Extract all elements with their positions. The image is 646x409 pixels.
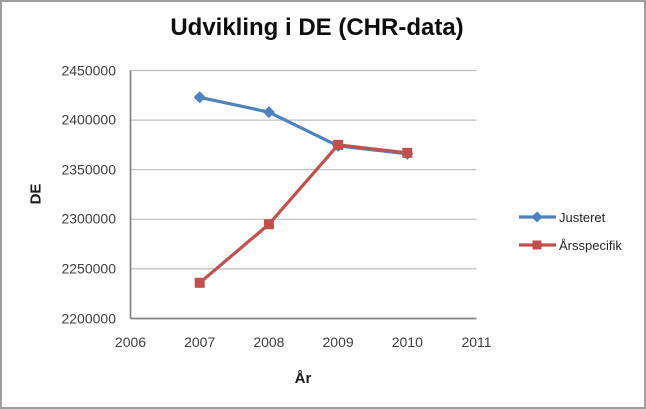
series-line-Årsspecifik: [198, 143, 409, 285]
legend-diamond-marker: [531, 211, 543, 223]
series-Årsspecifik: [194, 139, 413, 288]
x-tick-label: 2006: [114, 334, 147, 350]
legend-line-square-icon: [519, 240, 556, 250]
y-tick-label: 2400000: [61, 111, 116, 128]
y-tick-label: 2350000: [61, 161, 116, 178]
legend: Justeret Årsspecifik: [518, 206, 622, 262]
y-tick-label: 2250000: [61, 260, 116, 277]
x-tick-label: 2008: [253, 334, 285, 350]
y-tick-label: 2300000: [61, 210, 116, 227]
square-marker: [402, 147, 413, 158]
x-tick-label: 2009: [322, 334, 354, 350]
x-tick-label: 2010: [391, 334, 423, 350]
legend-item-aarsspecifik: Årsspecifik: [518, 234, 622, 256]
square-marker: [263, 219, 274, 230]
square-marker: [333, 139, 344, 150]
x-axis-title: År: [294, 370, 312, 387]
diamond-marker: [193, 91, 206, 104]
y-tick-label: 2450000: [61, 62, 116, 78]
chart-title: Udvikling i DE (CHR-data): [170, 14, 464, 41]
legend-square-marker: [532, 240, 542, 250]
legend-item-justeret: Justeret: [518, 206, 622, 228]
x-tick-label: 2011: [461, 334, 492, 350]
legend-label-justeret: Justeret: [559, 209, 606, 225]
y-axis-title: DE: [27, 183, 45, 205]
y-tick-label: 2200000: [61, 310, 116, 326]
x-tick-label: 2007: [184, 334, 216, 350]
series-line-Justeret: [198, 95, 409, 156]
legend-line-diamond-icon: [519, 211, 556, 223]
square-marker: [194, 277, 205, 288]
legend-label-aarsspecifik: Årsspecifik: [559, 237, 622, 253]
diamond-marker: [262, 106, 275, 119]
